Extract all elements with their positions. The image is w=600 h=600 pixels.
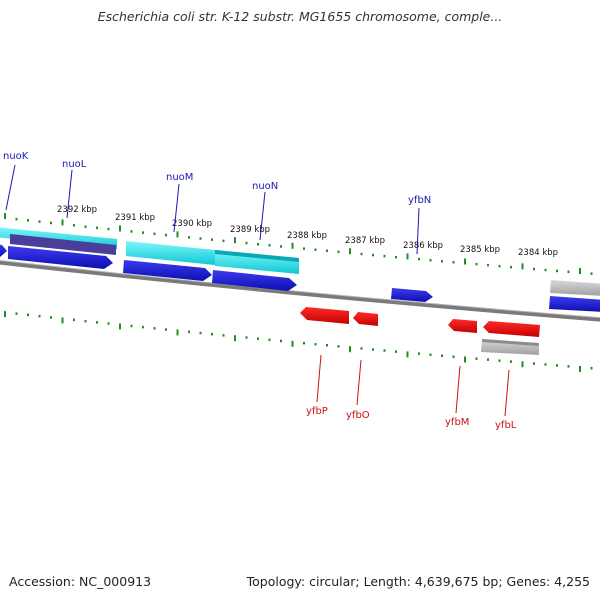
gene-yfbN-arrow <box>391 288 433 302</box>
upper-tick-row <box>4 213 593 275</box>
scale-label-2392: 2392 kbp <box>57 205 97 215</box>
gene-label-yfbO: yfbO <box>346 410 370 421</box>
scale-label-2387: 2387 kbp <box>345 236 385 246</box>
gene-nuoL-arrow <box>8 246 113 269</box>
gene-label-nuoL: nuoL <box>62 159 87 170</box>
feature-purple <box>10 234 116 255</box>
scale-label-2384: 2384 kbp <box>518 248 558 258</box>
feature-cyan-2 <box>126 241 215 265</box>
scale-label-2386: 2386 kbp <box>403 241 443 251</box>
gene-yfbP-arrow <box>300 307 349 324</box>
accession-label: Accession: NC_000913 <box>9 574 152 589</box>
scale-label-2390: 2390 kbp <box>172 219 212 229</box>
scale-label-2391: 2391 kbp <box>115 213 155 223</box>
chromosome-backbone <box>0 260 600 322</box>
gene-label-yfbM: yfbM <box>445 417 469 428</box>
gene-label-yfbP: yfbP <box>306 406 328 417</box>
gene-label-yfbN: yfbN <box>408 195 431 206</box>
gene-yfbM-arrow <box>448 319 477 333</box>
gene-yfbL-arrow <box>483 321 540 337</box>
gene-nuoM-arrow <box>123 260 212 281</box>
topology-summary: Topology: circular; Length: 4,639,675 bp… <box>246 574 590 589</box>
gene-label-nuoM: nuoM <box>166 172 193 183</box>
gene-label-nuoK: nuoK <box>3 151 29 162</box>
gene-right-grey <box>550 280 600 296</box>
scale-label-2388: 2388 kbp <box>287 231 327 241</box>
gene-nuoN-arrow <box>212 270 297 291</box>
lower-tick-row <box>4 311 593 372</box>
gene-right-blue <box>549 296 600 312</box>
gene-label-yfbL: yfbL <box>495 420 517 431</box>
gene-nuoK-arrow <box>0 244 7 257</box>
scale-label-2389: 2389 kbp <box>230 225 270 235</box>
gene-label-nuoN: nuoN <box>252 181 278 192</box>
scale-label-2385: 2385 kbp <box>460 245 500 255</box>
map-title: Escherichia coli str. K-12 substr. MG165… <box>97 9 503 24</box>
gene-yfbO-arrow <box>353 312 378 326</box>
